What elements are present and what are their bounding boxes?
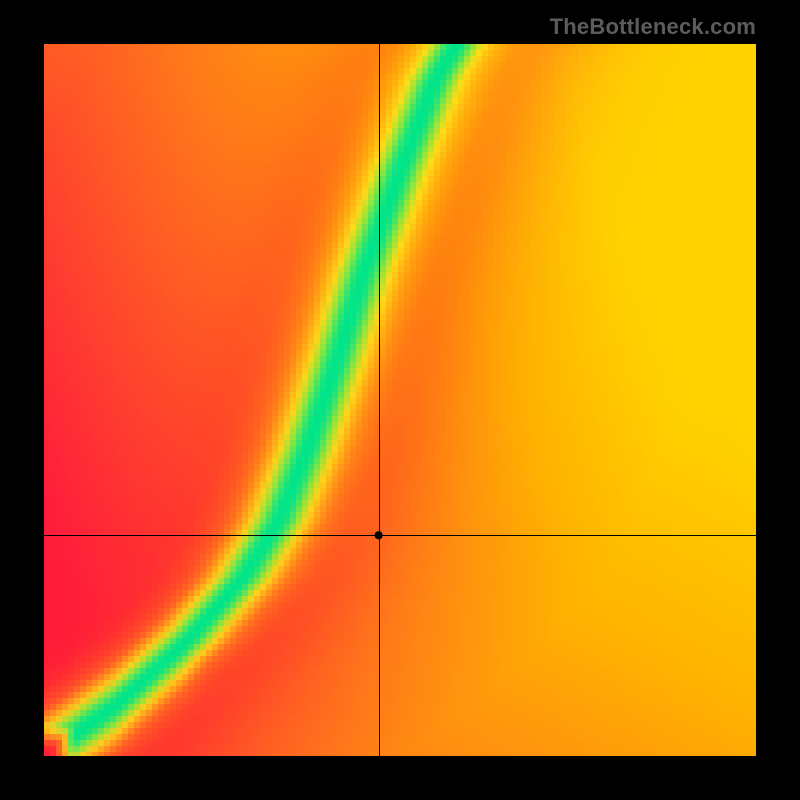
plot-area	[44, 44, 756, 756]
watermark-text: TheBottleneck.com	[550, 14, 756, 40]
bottleneck-heatmap	[44, 44, 756, 756]
figure-container: TheBottleneck.com	[0, 0, 800, 800]
